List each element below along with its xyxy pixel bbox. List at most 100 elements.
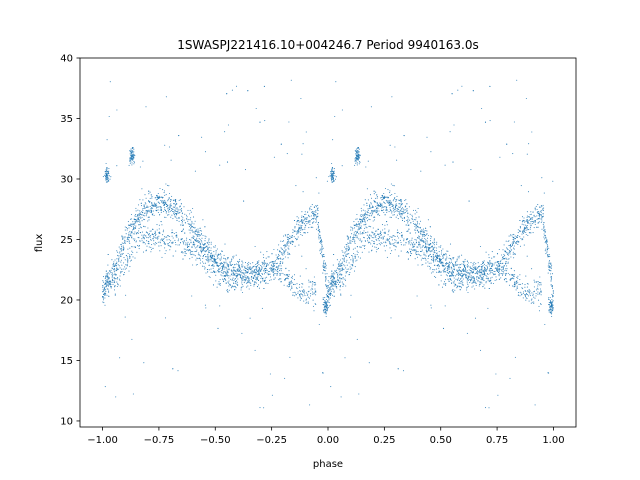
data-point	[438, 261, 440, 263]
data-point	[218, 281, 220, 283]
data-point	[451, 289, 453, 291]
data-point	[102, 286, 104, 288]
data-point	[233, 255, 235, 257]
data-point	[224, 131, 226, 133]
data-point	[161, 256, 163, 258]
data-point	[423, 231, 425, 233]
data-point	[294, 226, 296, 228]
data-point	[212, 255, 214, 257]
data-point	[434, 246, 436, 248]
data-point	[426, 240, 428, 242]
data-point	[451, 273, 453, 275]
data-point	[250, 278, 252, 280]
data-point	[406, 215, 408, 217]
data-point	[194, 226, 196, 228]
data-point	[347, 238, 349, 240]
data-point	[385, 239, 387, 241]
data-point	[168, 185, 170, 187]
data-point	[338, 265, 340, 268]
data-point	[458, 269, 461, 271]
data-point	[396, 209, 398, 211]
data-point	[105, 273, 107, 275]
data-point	[428, 255, 430, 257]
data-point	[175, 232, 177, 234]
data-point	[174, 210, 177, 212]
data-point	[455, 278, 457, 280]
data-point	[535, 205, 537, 207]
data-point	[373, 216, 375, 218]
data-point	[255, 282, 257, 284]
data-point	[235, 272, 237, 274]
data-point	[225, 282, 227, 284]
data-point	[389, 207, 391, 209]
data-point	[452, 257, 454, 259]
data-point	[536, 215, 538, 217]
data-point	[548, 261, 550, 263]
data-point	[199, 244, 202, 246]
data-point	[395, 210, 397, 212]
data-point	[343, 258, 345, 260]
data-point	[523, 231, 525, 233]
data-point	[221, 266, 223, 268]
data-point	[375, 191, 377, 193]
data-point	[356, 259, 358, 261]
data-point	[139, 199, 141, 201]
data-point	[422, 228, 425, 230]
data-point	[137, 204, 140, 206]
data-point	[424, 233, 426, 236]
data-point	[228, 277, 230, 279]
data-point	[407, 219, 409, 221]
data-point	[390, 203, 392, 205]
data-point	[144, 243, 146, 245]
data-point	[499, 260, 501, 263]
data-point	[523, 230, 525, 232]
data-point	[370, 202, 372, 204]
data-point	[308, 297, 311, 299]
data-point	[286, 277, 288, 279]
data-point	[405, 209, 407, 211]
data-point	[176, 211, 178, 213]
data-point	[280, 278, 282, 280]
data-point	[425, 255, 427, 257]
data-point	[519, 226, 521, 228]
data-point	[352, 240, 354, 242]
data-point	[376, 207, 378, 209]
data-point	[419, 231, 421, 233]
data-point	[334, 280, 336, 282]
data-point	[466, 272, 468, 274]
data-point	[313, 215, 315, 217]
data-point	[376, 248, 378, 250]
data-point	[172, 242, 174, 244]
data-point	[369, 219, 371, 221]
data-point	[387, 200, 389, 202]
data-point	[370, 197, 373, 199]
data-point	[407, 224, 409, 227]
data-point	[168, 146, 171, 148]
data-point	[335, 281, 337, 283]
data-point	[117, 284, 119, 286]
data-point	[509, 253, 511, 255]
data-point	[478, 266, 480, 268]
data-point	[296, 231, 298, 234]
data-point	[115, 396, 117, 398]
data-point	[312, 288, 314, 290]
data-point	[379, 232, 381, 234]
data-point	[393, 210, 395, 212]
data-point	[389, 199, 391, 201]
data-point	[315, 303, 317, 306]
data-point	[359, 233, 361, 235]
data-point	[372, 227, 374, 229]
data-point	[108, 283, 110, 285]
data-point	[297, 230, 299, 232]
data-point	[344, 251, 346, 253]
data-point	[301, 215, 303, 217]
data-point	[136, 221, 138, 223]
data-point	[456, 274, 458, 276]
data-point	[509, 251, 512, 253]
data-point	[122, 236, 124, 238]
data-point	[383, 211, 385, 214]
data-point	[216, 263, 218, 265]
data-point	[114, 284, 116, 287]
data-point	[214, 246, 216, 248]
data-point	[522, 292, 524, 294]
